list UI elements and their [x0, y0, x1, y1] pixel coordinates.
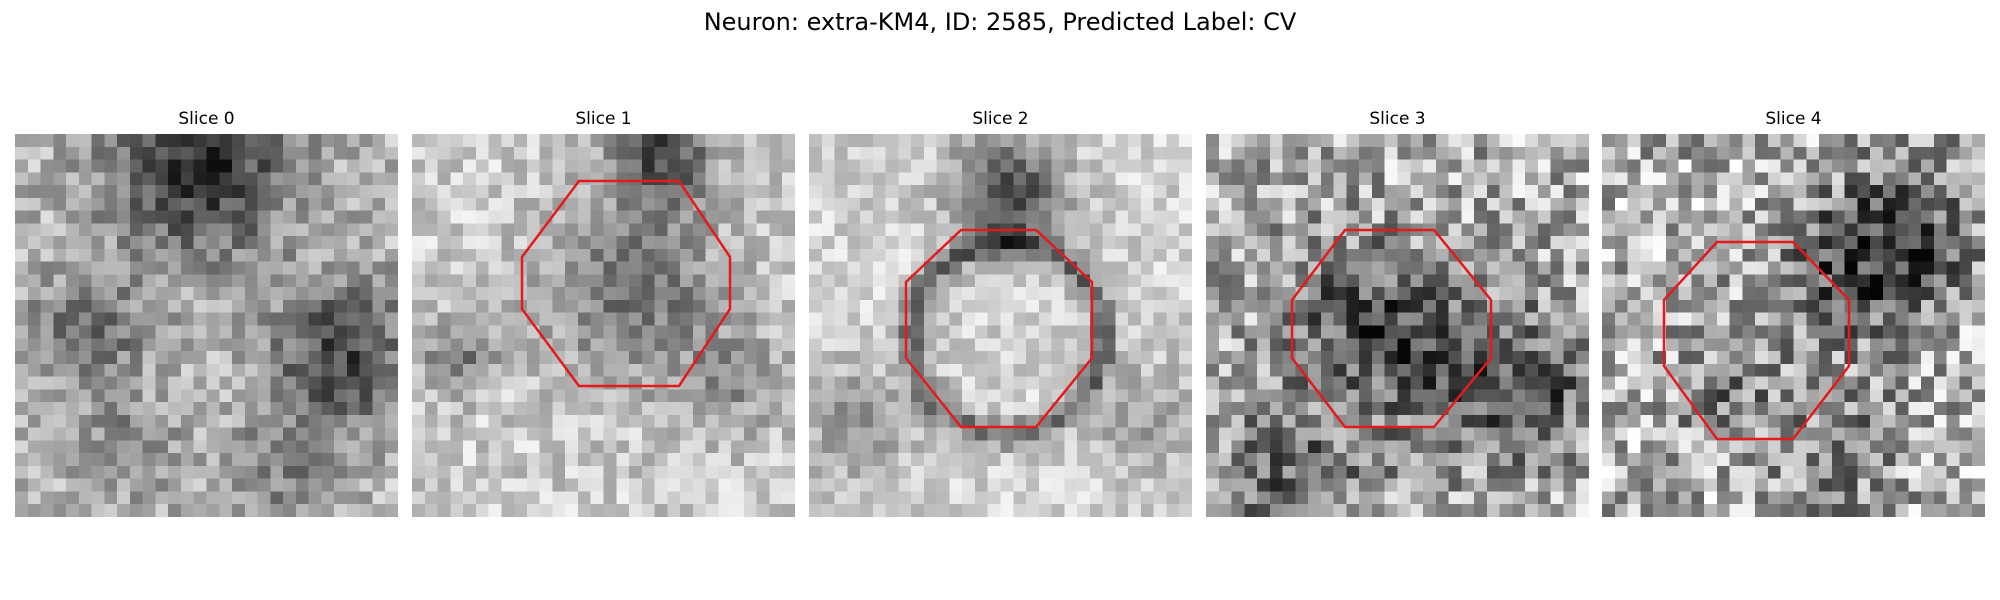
slice-panel: Slice 3: [1206, 108, 1589, 517]
slice-title: Slice 1: [575, 109, 632, 129]
neuron-outline-octagon: [1290, 228, 1493, 429]
slice-panel: Slice 1: [412, 108, 795, 517]
slice-image: [809, 134, 1192, 517]
slice-title: Slice 0: [178, 109, 235, 129]
slice-image: [412, 134, 795, 517]
slice-title: Slice 2: [972, 109, 1029, 129]
slice-image: [1206, 134, 1589, 517]
neuron-outline-overlay: [904, 228, 1094, 429]
slice-pixels: [1602, 134, 1985, 517]
slice-image: [1602, 134, 1985, 517]
slice-pixels: [809, 134, 1192, 517]
slice-pixels: [15, 134, 398, 517]
slice-panel: Slice 4: [1602, 108, 1985, 517]
slice-title: Slice 4: [1765, 109, 1822, 129]
slice-pixels: [412, 134, 795, 517]
neuron-outline-octagon: [520, 179, 732, 388]
slice-panel: Slice 2: [809, 108, 1192, 517]
slice-pixels: [1206, 134, 1589, 517]
neuron-outline-octagon: [1662, 240, 1851, 441]
neuron-outline-overlay: [520, 179, 732, 388]
neuron-outline-octagon: [904, 228, 1094, 429]
slice-title: Slice 3: [1369, 109, 1426, 129]
figure-title: Neuron: extra-KM4, ID: 2585, Predicted L…: [703, 8, 1297, 36]
slice-image: [15, 134, 398, 517]
neuron-outline-overlay: [1290, 228, 1493, 429]
slice-panel: Slice 0: [15, 108, 398, 517]
neuron-outline-overlay: [1662, 240, 1851, 441]
